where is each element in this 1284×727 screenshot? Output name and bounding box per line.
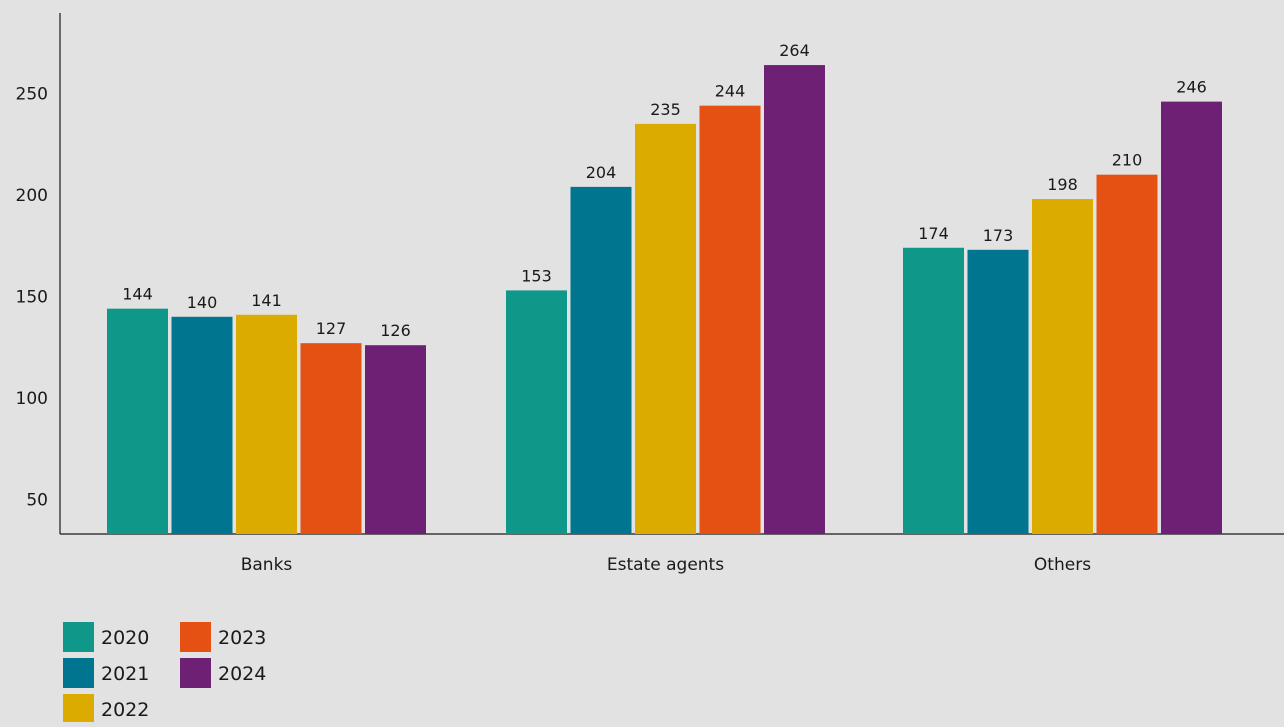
y-tick-label: 50 xyxy=(26,490,48,510)
legend-item-2023: 2023 xyxy=(180,622,266,652)
data-label: 140 xyxy=(187,293,218,312)
legend-label: 2020 xyxy=(101,627,149,649)
data-label: 235 xyxy=(650,100,681,119)
data-label: 198 xyxy=(1047,175,1078,194)
bar-others-2022 xyxy=(1032,199,1093,535)
bar-others-2021 xyxy=(967,249,1029,535)
y-tick-label: 100 xyxy=(16,389,48,409)
bar-estate-agents-2020 xyxy=(506,290,567,534)
bar-banks-2021 xyxy=(171,316,233,534)
category-label: Others xyxy=(1034,555,1091,575)
legend-swatch xyxy=(180,622,211,652)
bar-estate-agents-2022 xyxy=(635,123,696,534)
category-label: Estate agents xyxy=(607,555,724,575)
data-label: 264 xyxy=(779,41,810,60)
bars xyxy=(107,65,1222,535)
data-labels: 144 140 141 127 126 153 204 235 244 264 174 173 198 2… xyxy=(122,41,1207,340)
data-label: 173 xyxy=(983,226,1014,245)
data-label: 144 xyxy=(122,285,153,304)
bar-banks-2022 xyxy=(236,314,297,534)
bar-others-2024 xyxy=(1161,101,1222,535)
bar-banks-2023 xyxy=(300,343,362,534)
legend-label: 2022 xyxy=(101,699,149,721)
legend-item-2021: 2021 xyxy=(63,658,149,688)
category-labels: Banks Estate agents Others xyxy=(241,555,1091,575)
y-tick-label: 200 xyxy=(16,186,48,206)
y-tick-labels: 50 100 150 200 250 xyxy=(16,84,48,510)
legend-label: 2024 xyxy=(218,663,266,685)
data-label: 127 xyxy=(316,319,347,338)
y-tick-label: 150 xyxy=(16,287,48,307)
data-label: 246 xyxy=(1176,78,1207,97)
legend-item-2024: 2024 xyxy=(180,658,266,688)
legend-item-2022: 2022 xyxy=(63,694,149,724)
legend-swatch xyxy=(63,658,94,688)
data-label: 153 xyxy=(521,266,552,285)
bar-estate-agents-2021 xyxy=(570,186,632,534)
bar-banks-2020 xyxy=(107,308,168,534)
legend-swatch xyxy=(63,694,94,724)
data-label: 174 xyxy=(918,224,949,243)
legend-swatch xyxy=(180,658,211,688)
legend-label: 2021 xyxy=(101,663,149,685)
bar-others-2023 xyxy=(1096,174,1158,534)
data-label: 244 xyxy=(715,82,746,101)
category-label: Banks xyxy=(241,555,293,575)
bar-others-2020 xyxy=(903,247,964,534)
bar-banks-2024 xyxy=(365,345,426,534)
legend-item-2020: 2020 xyxy=(63,622,149,652)
data-label: 210 xyxy=(1112,151,1143,170)
bar-estate-agents-2024 xyxy=(764,65,825,534)
data-label: 141 xyxy=(251,291,282,310)
legend: 2020 2021 2022 2023 2024 xyxy=(63,622,266,724)
data-label: 204 xyxy=(586,163,617,182)
bar-estate-agents-2023 xyxy=(699,105,761,535)
legend-label: 2023 xyxy=(218,627,266,649)
y-tick-label: 250 xyxy=(16,84,48,104)
data-label: 126 xyxy=(380,321,411,340)
legend-swatch xyxy=(63,622,94,652)
